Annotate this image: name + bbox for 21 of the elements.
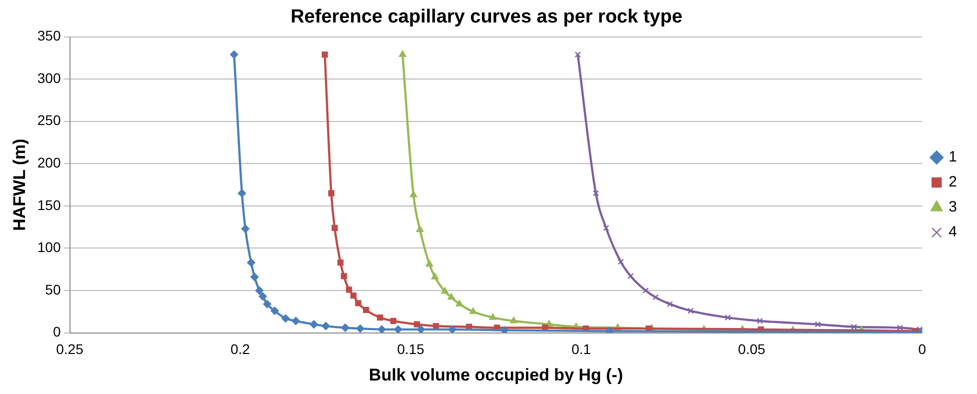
legend-label: 4 (948, 224, 957, 241)
legend-label: 1 (948, 148, 957, 166)
x-tick-label: 0.1 (571, 341, 592, 358)
y-tick-label: 350 (37, 28, 61, 44)
y-tick-label: 300 (37, 70, 61, 86)
y-tick-label: 50 (45, 281, 61, 298)
x-tick-label: 0 (918, 341, 926, 358)
y-tick-label: 100 (37, 239, 61, 256)
chart-title: Reference capillary curves as per rock type (290, 6, 682, 28)
x-tick-label: 0.15 (397, 341, 425, 358)
legend-label: 2 (948, 174, 957, 191)
y-tick-label: 150 (37, 196, 61, 213)
x-tick-label: 0.25 (56, 341, 84, 358)
x-tick-label: 0.05 (738, 341, 766, 358)
y-tick-label: 250 (37, 112, 61, 128)
x-tick-label: 0.2 (230, 341, 250, 358)
legend-label: 3 (948, 198, 957, 216)
y-tick-label: 0 (52, 324, 61, 340)
y-axis-title: HAFWL (m) (10, 138, 29, 231)
x-axis-title: Bulk volume occupied by Hg (-) (368, 365, 624, 384)
y-tick-label: 200 (37, 154, 61, 171)
